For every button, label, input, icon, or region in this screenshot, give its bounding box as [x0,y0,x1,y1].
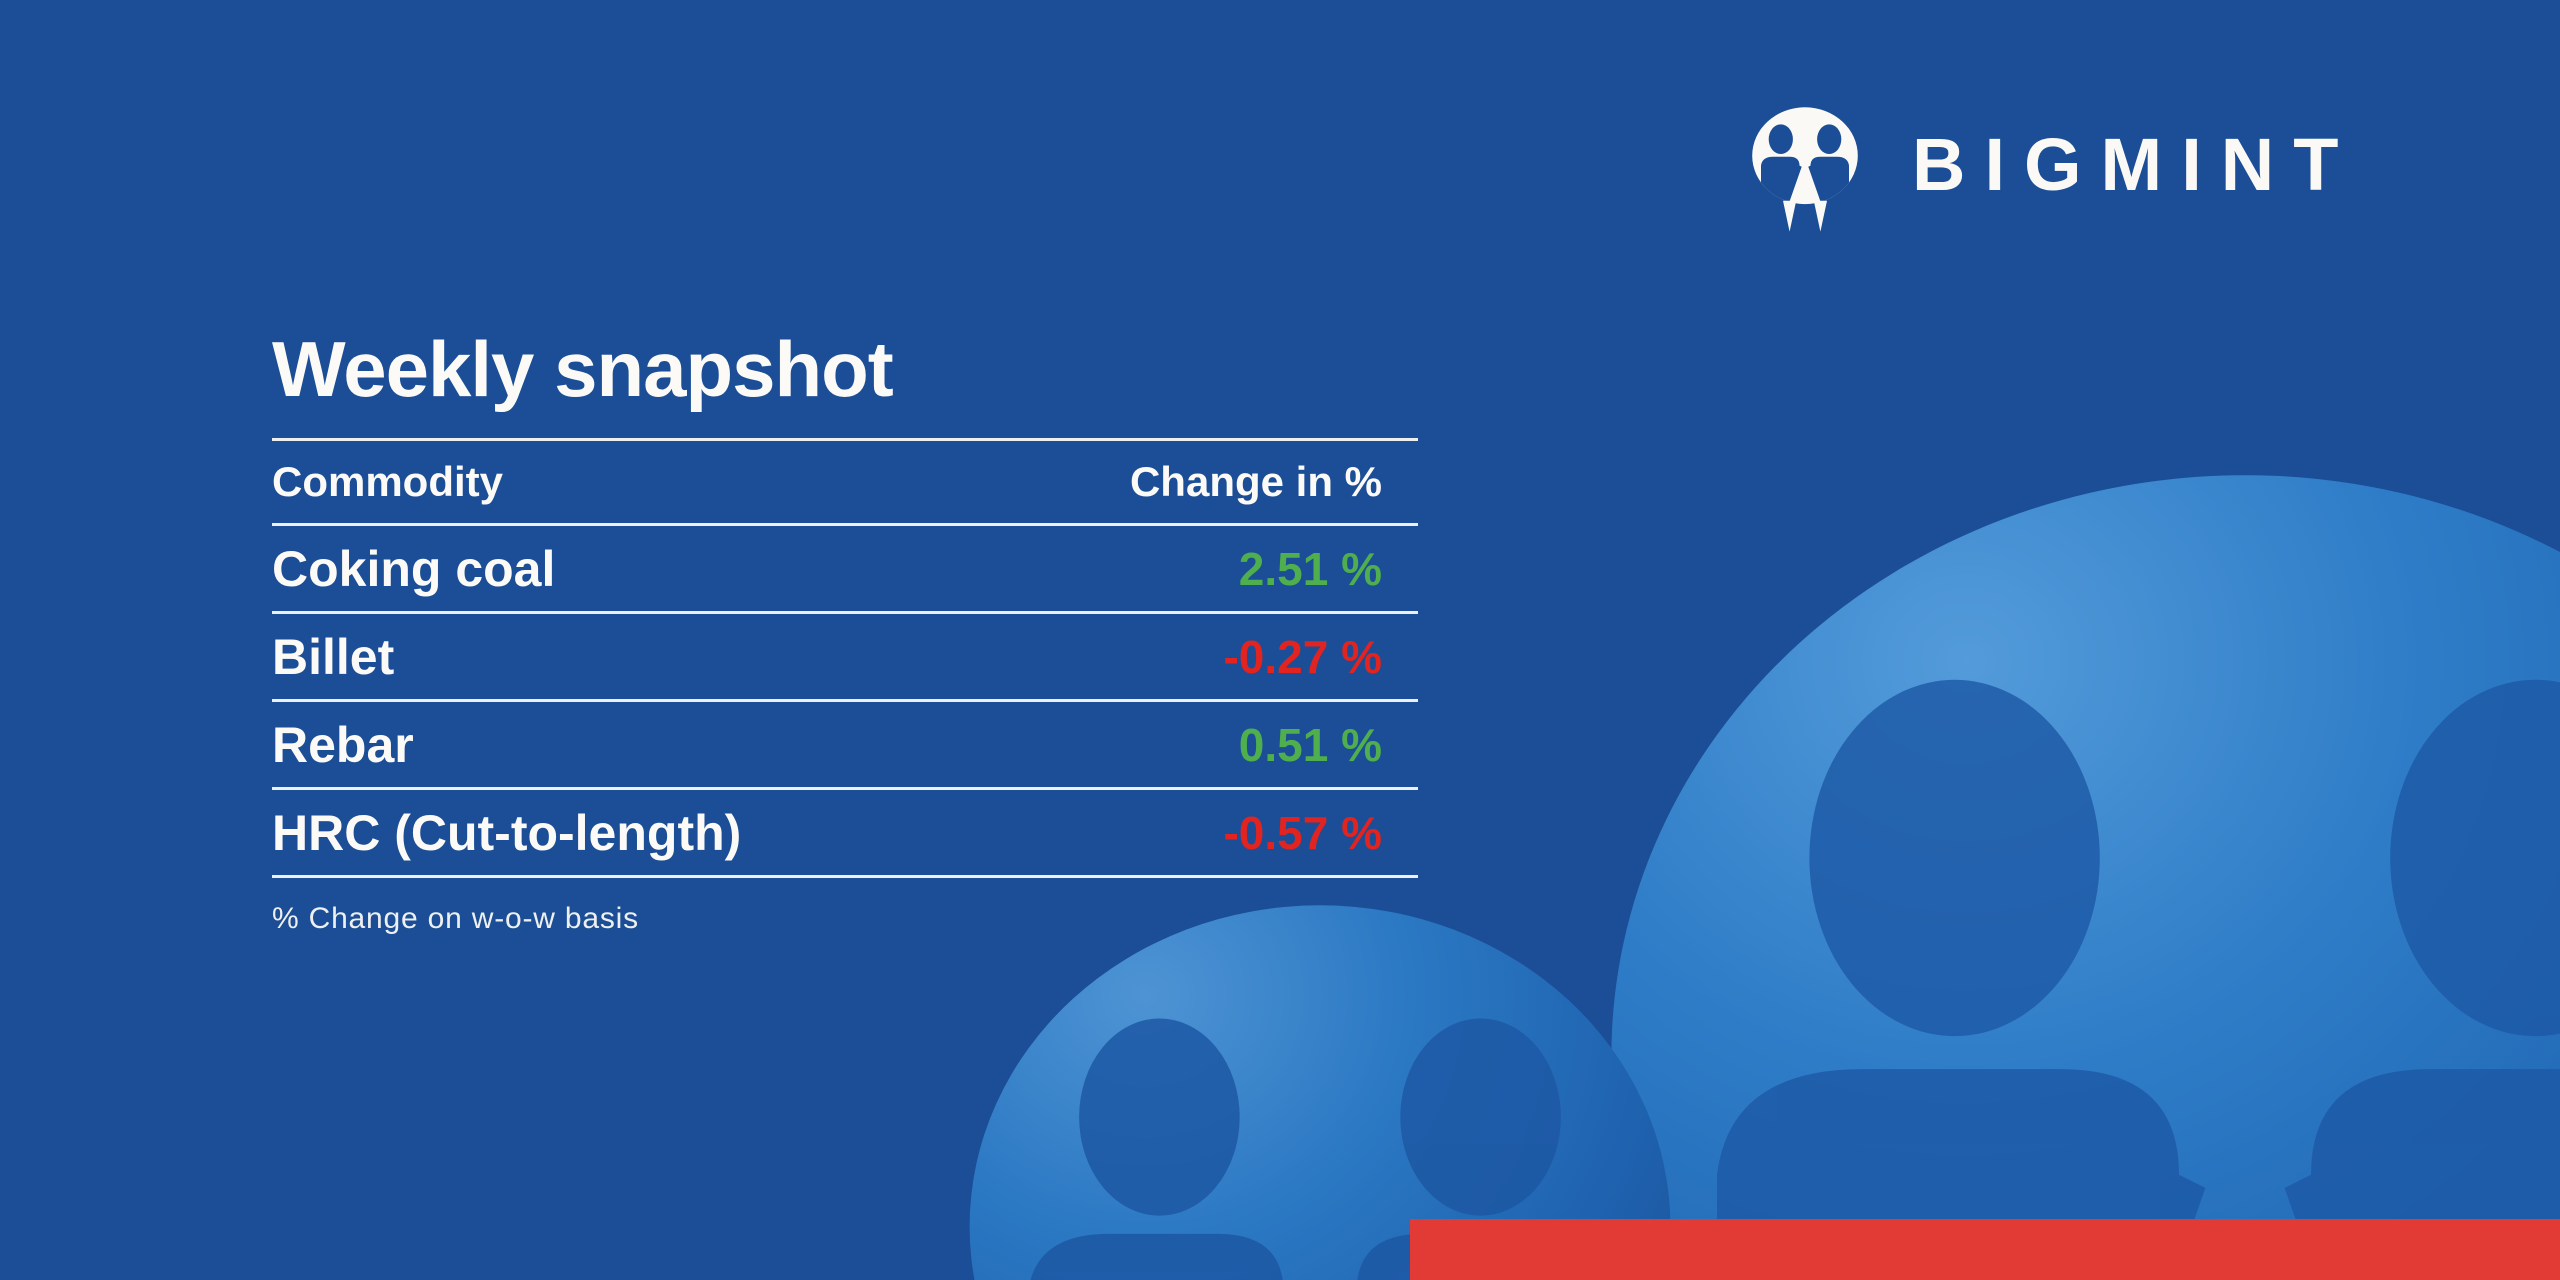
table-body: Coking coal 2.51 % Billet -0.27 % Rebar … [272,526,1418,878]
commodity-name: Rebar [272,716,414,773]
column-header-change: Change in % [1129,458,1382,505]
commodity-name: HRC (Cut-to-length) [272,804,742,861]
watermark-logo-sphere-small [969,905,1671,1280]
page-title: Weekly snapshot [272,325,894,413]
watermark-logo-sphere-large [1611,475,2560,1280]
change-value: -0.27 % [1223,630,1382,683]
table-row: Coking coal 2.51 % [272,526,1418,614]
change-value: 0.51 % [1238,718,1382,771]
commodity-name: Billet [272,628,395,685]
table-row: Billet -0.27 % [272,614,1418,702]
change-value: -0.57 % [1223,806,1382,859]
brand-name: BIGMINT [1912,123,2358,206]
snapshot-table: Commodity Change in % Coking coal 2.51 %… [272,438,1418,878]
commodity-name: Coking coal [272,540,556,597]
table-row: Rebar 0.51 % [272,702,1418,790]
snapshot-section: Weekly snapshot Commodity Change in % Co… [272,330,1418,936]
bigmint-logo-icon [1752,107,1858,232]
brand-logo: BIGMINT [1750,106,2357,234]
change-value: 2.51 % [1238,542,1382,595]
table-row: HRC (Cut-to-length) -0.57 % [272,790,1418,878]
table-footnote: % Change on w-o-w basis [272,902,639,935]
column-header-commodity: Commodity [272,458,503,505]
bottom-accent-bar [1410,1219,2560,1280]
table-header-row: Commodity Change in % [272,441,1418,526]
